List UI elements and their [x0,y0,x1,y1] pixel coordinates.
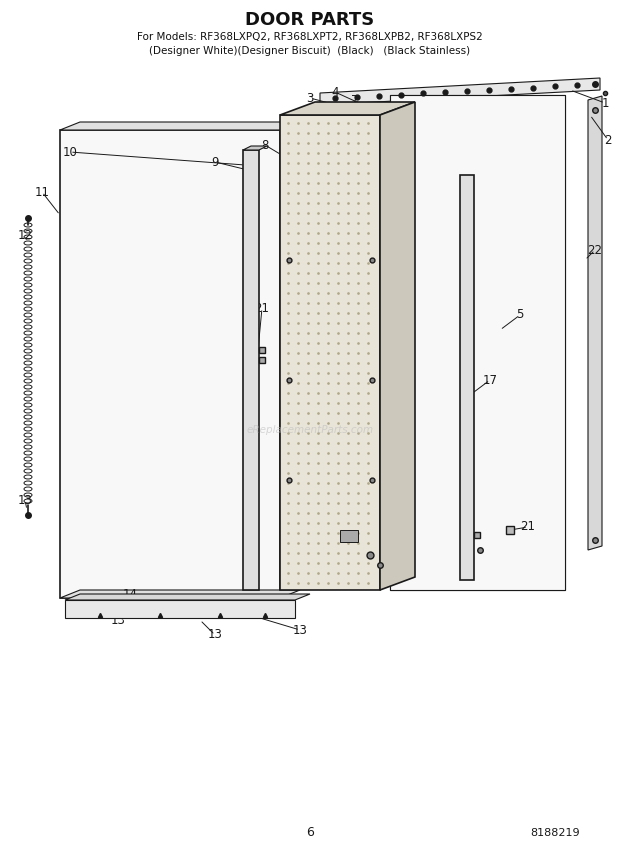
Polygon shape [340,530,358,542]
Polygon shape [588,96,602,550]
Text: 18: 18 [332,538,347,551]
Polygon shape [320,78,600,105]
Polygon shape [243,150,259,590]
Text: 4: 4 [331,86,339,98]
Polygon shape [280,115,380,590]
Text: 13: 13 [293,623,308,637]
Text: 8188219: 8188219 [530,828,580,838]
Text: 12: 12 [303,484,317,496]
Text: 6: 6 [336,102,343,115]
Text: 3: 3 [306,92,314,104]
Text: For Models: RF368LXPQ2, RF368LXPT2, RF368LXPB2, RF368LXPS2: For Models: RF368LXPQ2, RF368LXPT2, RF36… [137,32,483,42]
Text: 13: 13 [208,628,223,641]
Text: 8: 8 [261,139,268,152]
Polygon shape [60,590,300,598]
Polygon shape [65,594,310,600]
Polygon shape [390,95,565,590]
Text: 12: 12 [17,229,32,241]
Text: 6: 6 [306,827,314,840]
Text: 19: 19 [388,554,402,567]
Text: eReplacementParts.com: eReplacementParts.com [246,425,374,435]
Polygon shape [243,146,267,150]
Text: 10: 10 [63,146,78,158]
Text: 14: 14 [123,589,138,602]
Polygon shape [65,600,295,618]
Text: 21: 21 [254,301,270,314]
Polygon shape [460,175,474,580]
Text: 9: 9 [211,156,219,169]
Text: 22: 22 [588,243,603,257]
Text: 13: 13 [110,614,125,627]
Polygon shape [280,102,415,115]
Text: 2: 2 [604,134,612,146]
Text: 21: 21 [521,520,536,533]
Text: 13: 13 [17,494,32,507]
Polygon shape [380,102,415,590]
Text: 5: 5 [516,308,524,322]
Text: 11: 11 [35,186,50,199]
Polygon shape [60,130,280,598]
Text: 1: 1 [601,97,609,110]
Text: 7: 7 [352,93,359,106]
Text: (Designer White)(Designer Biscuit)  (Black)   (Black Stainless): (Designer White)(Designer Biscuit) (Blac… [149,46,471,56]
Polygon shape [60,122,300,130]
Text: 17: 17 [482,373,497,387]
Text: DOOR PARTS: DOOR PARTS [246,11,374,29]
